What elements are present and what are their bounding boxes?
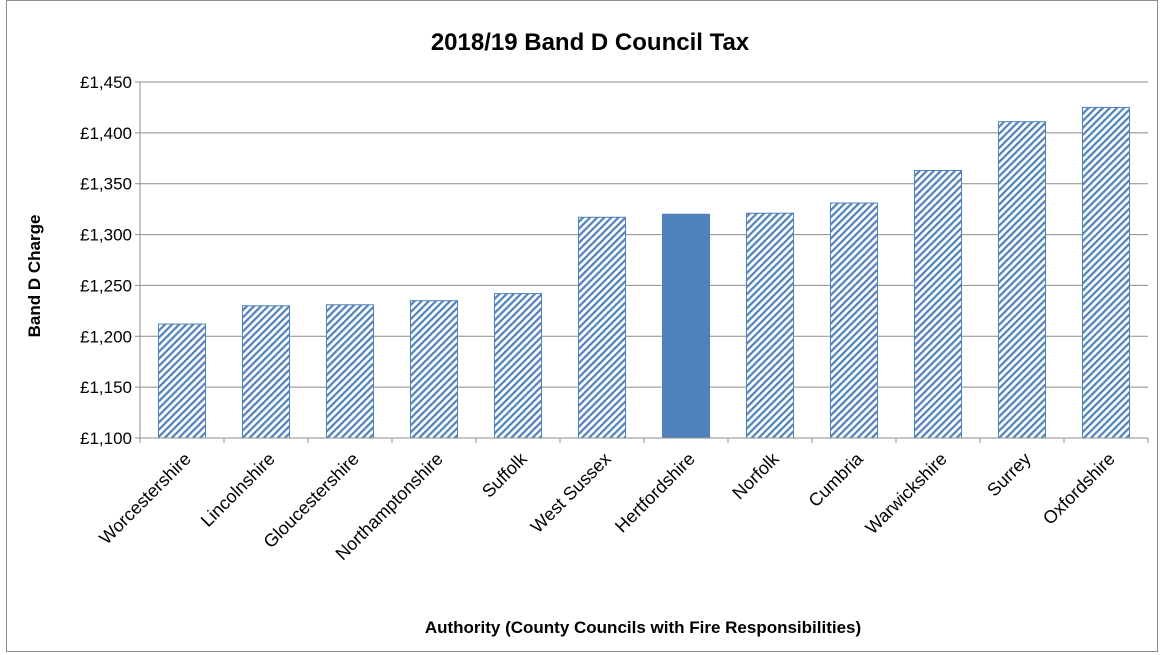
x-tick-label: Norfolk (728, 448, 783, 503)
bar (997, 121, 1047, 439)
x-tick-label: West Sussex (527, 449, 615, 537)
bar (241, 305, 291, 439)
x-tick-labels: Worcestershire LincolnshireGloucestershir… (95, 448, 1118, 564)
y-tick-label: £1,300 (80, 226, 132, 245)
bar (577, 216, 627, 439)
bar (913, 169, 963, 439)
bar (409, 300, 459, 439)
y-tick-label: £1,350 (80, 175, 132, 194)
y-tick-label: £1,200 (80, 327, 132, 346)
y-tick-label: £1,450 (80, 73, 132, 92)
x-tick-label: Suffolk (478, 448, 532, 502)
y-tick-label: £1,400 (80, 124, 132, 143)
bar-highlighted (661, 213, 711, 439)
x-tick-label: Warwickshire (861, 449, 950, 538)
bar (829, 202, 879, 439)
bar (325, 304, 375, 439)
x-tick-label: Worcestershire (95, 449, 194, 548)
y-tick-labels: £1,100 £1,150 £1,200 £1,250 £1,300 £1,350 £1,4… (80, 73, 132, 448)
y-tick-label: £1,150 (80, 378, 132, 397)
bar (1081, 106, 1131, 439)
y-tick-label: £1,250 (80, 276, 132, 295)
chart-title: 2018/19 Band D Council Tax (431, 29, 750, 56)
gridlines (135, 81, 1148, 439)
x-tick-label: Lincolnshire (197, 449, 279, 531)
bar (493, 293, 543, 439)
y-tick-label: £1,100 (80, 429, 132, 448)
bar (157, 323, 207, 439)
x-tick-label: Cumbria (805, 448, 868, 511)
x-tick-label: Oxfordshire (1039, 449, 1119, 529)
bars (157, 106, 1131, 439)
bar (745, 212, 795, 439)
x-tick-label: Hertfordshire (611, 449, 699, 537)
y-axis-title: Band D Charge (25, 215, 44, 338)
axes (135, 82, 1149, 443)
x-axis-title: Authority (County Councils with Fire Res… (425, 618, 861, 637)
x-tick-label: Surrey (983, 449, 1035, 501)
